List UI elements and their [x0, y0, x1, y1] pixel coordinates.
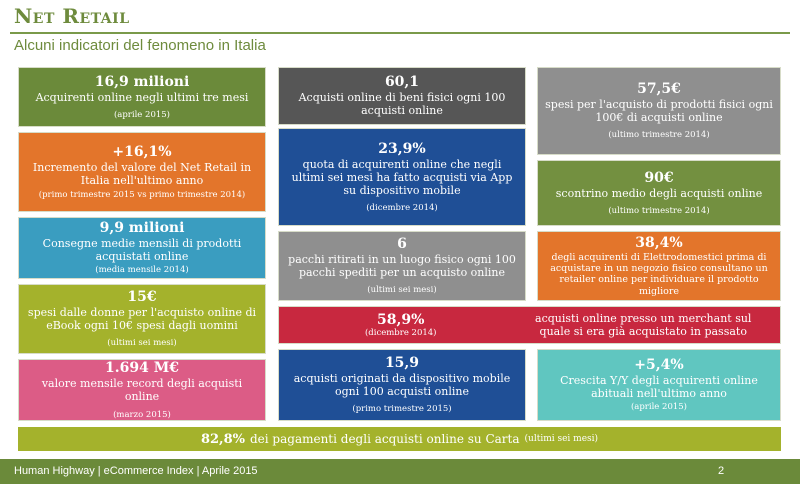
- tile-note: (marzo 2015): [113, 409, 171, 420]
- tile-value: 58,9%: [377, 311, 425, 328]
- tile-value: 15,9: [384, 355, 420, 372]
- tile-note: (ultimo trimestre 2014): [608, 205, 710, 216]
- tile-note: (primo trimestre 2015): [352, 404, 452, 415]
- page-title: Net Retail: [14, 4, 130, 28]
- tile-text: acquisti originati da dispositivo mobile…: [293, 372, 511, 399]
- tile-text: spesi dalle donne per l'acquisto online …: [27, 306, 257, 333]
- tile-merchant-ricorrente: 58,9% (dicembre 2014) acquisti online pr…: [278, 306, 781, 344]
- page-subtitle: Alcuni indicatori del fenomeno in Italia: [14, 37, 266, 54]
- tile-note: (primo trimestre 2015 vs primo trimestre…: [38, 189, 246, 200]
- tile-value: 6: [397, 236, 407, 253]
- tile-text: spesi per l'acquisto di prodotti fisici …: [545, 98, 773, 125]
- tile-text: Crescita Y/Y degli acquirenti online abi…: [560, 374, 758, 401]
- tile-value: 82,8%: [200, 431, 245, 447]
- tile-note: (dicembre 2014): [364, 328, 437, 339]
- tile-text: Incremento del valore del Net Retail in …: [32, 160, 252, 187]
- tile-pacchi-ritirati: 6 pacchi ritirati in un luogo fisico ogn…: [278, 231, 526, 301]
- tile-text: Consegne medie mensili di prodotti acqui…: [42, 237, 242, 264]
- tile-value: 15€: [127, 289, 157, 306]
- tile-text: Acquirenti online negli ultimi tre mesi: [35, 90, 249, 104]
- tile-text: dei pagamenti degli acquisti online su C…: [249, 432, 520, 446]
- tile-note: (ultimo trimestre 2014): [608, 130, 710, 141]
- tile-spesi-prodotti-fisici: 57,5€ spesi per l'acquisto di prodotti f…: [537, 67, 781, 155]
- tile-value: +16,1%: [112, 143, 172, 160]
- tile-acquisti-app: 23,9% quota di acquirenti online che neg…: [278, 128, 526, 226]
- tile-note: (aprile 2015): [630, 402, 687, 413]
- tile-text: valore mensile record degli acquisti onl…: [41, 377, 243, 404]
- tile-note: (media mensile 2014): [95, 265, 189, 276]
- tile-text: scontrino medio degli acquisti online: [555, 186, 763, 200]
- tile-value: 16,9 milioni: [94, 73, 190, 90]
- tile-value: 38,4%: [635, 234, 683, 251]
- tile-value: 1.694 M€: [105, 360, 179, 377]
- tile-scontrino-medio: 90€ scontrino medio degli acquisti onlin…: [537, 160, 781, 226]
- tile-text: degli acquirenti di Elettrodomestici pri…: [550, 251, 768, 297]
- tile-value: 23,9%: [378, 140, 426, 157]
- tile-value: 90€: [644, 169, 674, 186]
- tile-value: 60,1: [384, 74, 420, 91]
- tile-text: Acquisti online di beni fisici ogni 100 …: [298, 91, 506, 118]
- page-number: 2: [718, 465, 725, 477]
- tile-consegne-mensili: 9,9 milioni Consegne medie mensili di pr…: [18, 217, 266, 279]
- tile-note: (aprile 2015): [113, 109, 170, 120]
- tile-text: pacchi ritirati in un luogo fisico ogni …: [288, 253, 516, 280]
- tile-value: 57,5€: [637, 81, 681, 98]
- tile-incremento-net-retail: +16,1% Incremento del valore del Net Ret…: [18, 132, 266, 212]
- tile-acquisti-mobile: 15,9 acquisti originati da dispositivo m…: [278, 349, 526, 421]
- tile-note: (ultimi sei mesi): [524, 434, 599, 444]
- tile-note: (ultimi sei mesi): [367, 285, 437, 296]
- tile-elettrodomestici: 38,4% degli acquirenti di Elettrodomesti…: [537, 231, 781, 301]
- tile-ebook-donne: 15€ spesi dalle donne per l'acquisto onl…: [18, 284, 266, 354]
- tile-beni-fisici: 60,1 Acquisti online di beni fisici ogni…: [278, 67, 526, 125]
- footer-text: Human Highway | eCommerce Index | Aprile…: [14, 465, 258, 477]
- tile-text: quota di acquirenti online che negli ult…: [291, 157, 513, 197]
- title-divider: [10, 32, 790, 34]
- tile-pagamenti-carta: 82,8% dei pagamenti degli acquisti onlin…: [18, 427, 781, 451]
- tile-value: 9,9 milioni: [99, 220, 185, 237]
- footer-bar: Human Highway | eCommerce Index | Aprile…: [0, 459, 800, 484]
- tile-acquirenti-online: 16,9 milioni Acquirenti online negli ult…: [18, 67, 266, 127]
- tile-crescita-acquirenti: +5,4% Crescita Y/Y degli acquirenti onli…: [537, 349, 781, 421]
- tile-value: +5,4%: [634, 357, 684, 374]
- tile-note: (ultimi sei mesi): [107, 338, 177, 349]
- tile-valore-record: 1.694 M€ valore mensile record degli acq…: [18, 359, 266, 421]
- tile-note: (dicembre 2014): [366, 203, 438, 214]
- tile-text: acquisti online presso un merchant sul q…: [535, 311, 752, 338]
